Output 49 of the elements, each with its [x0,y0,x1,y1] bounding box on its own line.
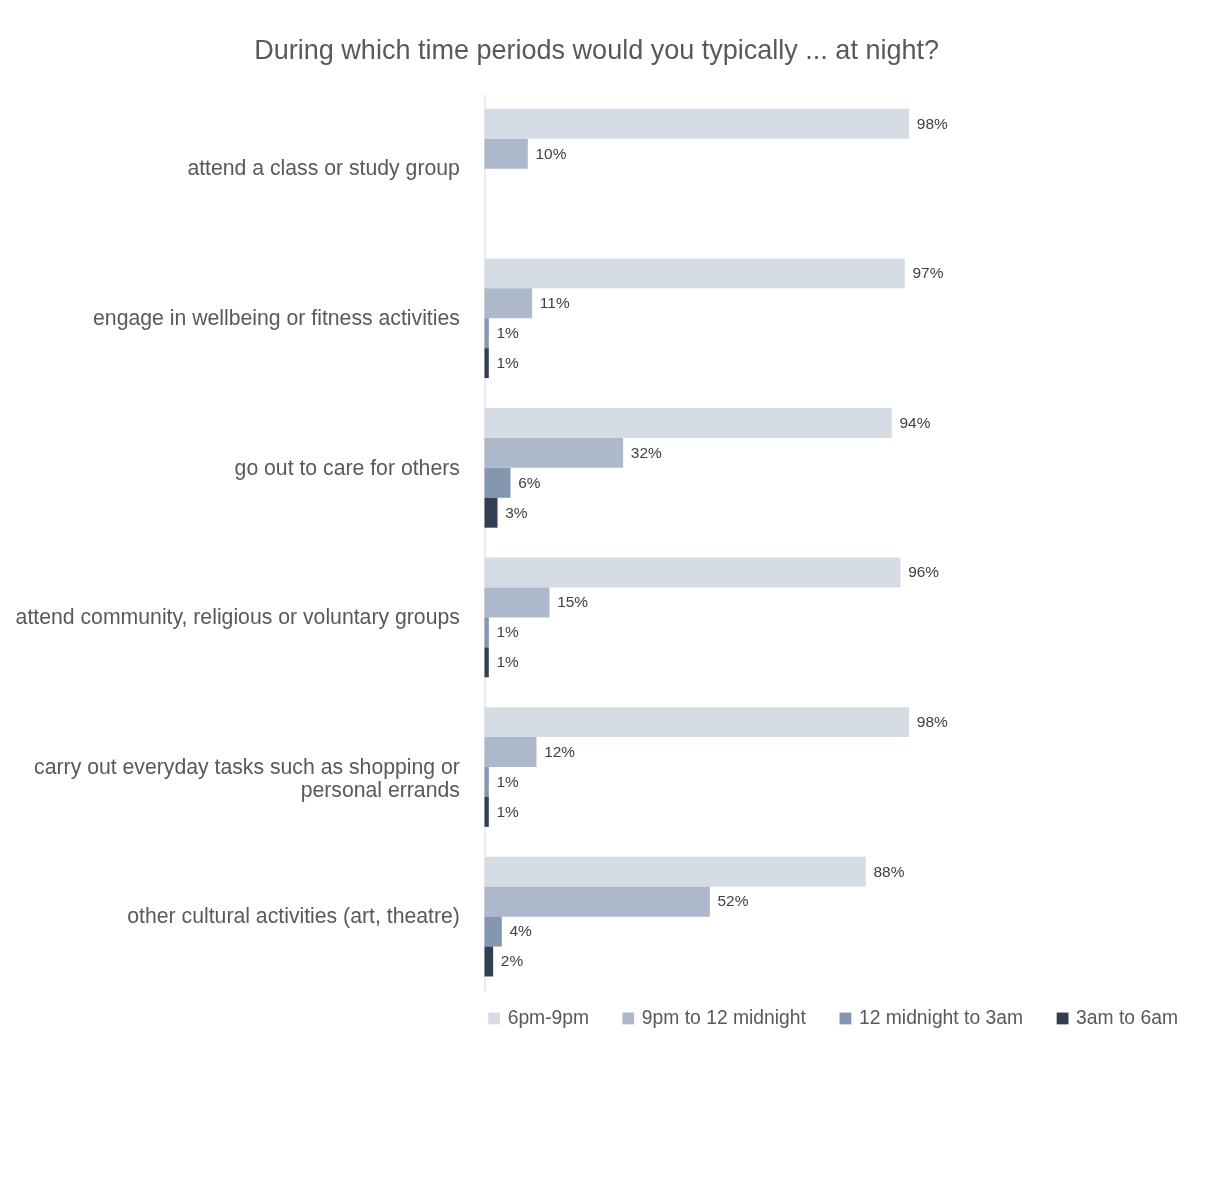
bar [484,617,489,648]
legend-label: 3am to 6am [1076,1007,1178,1029]
data-label: 1% [496,772,520,790]
data-label: 2% [500,952,524,970]
y-tick-label: attend community, religious or voluntary groups [15,605,460,630]
data-label: 11% [539,294,570,312]
bar [484,587,550,618]
y-tick-label: other cultural activities (art, theatre) [127,904,460,929]
data-label: 98% [916,712,949,730]
legend-label: 6pm-9pm [507,1007,590,1029]
bar [484,647,489,678]
data-label: 10% [535,144,567,162]
data-label: 1% [496,653,520,671]
chart-title: During which time periods would you typically ... at night? [254,35,939,66]
bar [484,288,533,319]
data-label: 52% [717,892,749,910]
y-tick-label: go out to care for others [234,455,460,480]
bar [484,737,537,768]
bar [484,138,528,169]
bar [484,497,498,528]
bar [484,796,489,827]
data-label: 1% [496,353,520,371]
bar [484,437,624,468]
data-label: 94% [899,413,931,431]
bar [484,467,511,498]
data-label: 4% [509,922,533,940]
data-label: 15% [557,593,589,611]
bar [484,916,502,947]
y-tick-label: carry out everyday tasks such as shopping or personal errands [34,754,460,802]
bar [484,767,489,797]
data-label: 97% [912,264,944,282]
data-label: 98% [916,114,949,132]
y-tick-label: engage in wellbeing or fitness activities [93,306,460,331]
y-tick-label: attend a class or study group [187,156,460,181]
data-label: 12% [544,742,576,760]
bar [484,318,489,349]
legend-label: 12 midnight to 3am [858,1007,1024,1029]
legend-label: 9pm to 12 midnight [641,1007,807,1029]
data-label: 88% [873,862,905,880]
data-label: 6% [518,473,541,491]
bar [484,348,489,379]
data-label: 3% [505,503,528,521]
data-label: 1% [496,324,520,342]
data-label: 32% [630,443,663,461]
bar [484,886,710,917]
bar [484,946,494,977]
data-label: 1% [496,623,520,641]
data-label: 96% [908,563,940,581]
data-label: 1% [496,802,520,820]
